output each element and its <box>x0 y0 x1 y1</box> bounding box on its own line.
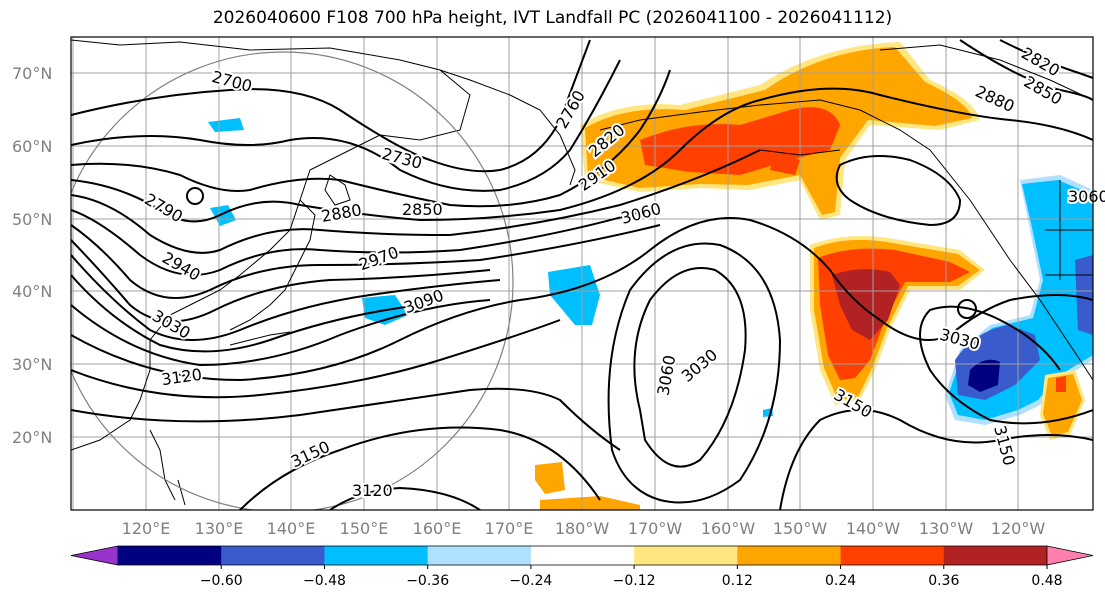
colorbar-ticks: −0.60 −0.48 −0.36 −0.24 −0.12 0.12 0.24 0.36 0.4… <box>200 565 1063 589</box>
colorbar-segment <box>427 546 532 565</box>
lon-label: 130°W <box>919 519 974 538</box>
contour-label: 3060 <box>1068 187 1105 206</box>
lon-label: 120°W <box>991 519 1046 538</box>
lat-label: 60°N <box>12 137 52 156</box>
lon-label: 160°W <box>701 519 756 538</box>
lon-label: 150°W <box>773 519 828 538</box>
colorbar-tick-label: 0.36 <box>928 573 959 589</box>
lat-label: 50°N <box>12 210 52 229</box>
lon-label: 120°E <box>122 519 171 538</box>
ivt-negative-blob1 <box>548 265 600 325</box>
colorbar-segment <box>118 546 222 565</box>
longitude-labels: 120°E 130°E 140°E 150°E 160°E 170°E 180°… <box>122 519 1046 538</box>
graticule <box>71 37 1093 510</box>
lon-label: 140°E <box>267 519 316 538</box>
colorbar-extend-low <box>70 545 119 566</box>
colorbar-tick-label: −0.12 <box>613 573 656 589</box>
colorbar <box>70 545 1094 566</box>
coastlines <box>71 39 1093 506</box>
lat-label: 40°N <box>12 282 52 301</box>
colorbar-tick-label: −0.48 <box>303 573 346 589</box>
lat-label: 30°N <box>12 355 52 374</box>
colorbar-tick-label: 0.12 <box>722 573 753 589</box>
lon-label: 180°W <box>555 519 610 538</box>
map-frame <box>70 36 1094 511</box>
colorbar-extend-high <box>1046 545 1094 566</box>
contour-label: 3120 <box>352 481 393 500</box>
colorbar-segment <box>530 546 635 565</box>
lon-label: 130°E <box>195 519 244 538</box>
colorbar-tick-label: −0.36 <box>406 573 449 589</box>
map-title: 2026040600 F108 700 hPa height, IVT Land… <box>212 8 893 28</box>
colorbar-segment <box>737 546 842 565</box>
latitude-labels: 70°N 60°N 50°N 40°N 30°N 20°N <box>12 64 52 447</box>
lon-label: 170°E <box>485 519 534 538</box>
contour-label: 2850 <box>402 200 443 219</box>
colorbar-segment <box>221 546 325 565</box>
colorbar-tick-label: −0.24 <box>509 573 552 589</box>
lat-label: 70°N <box>12 64 52 83</box>
height-contours <box>71 39 1093 510</box>
colorbar-tick-label: 0.24 <box>825 573 856 589</box>
lon-label: 170°W <box>628 519 683 538</box>
lon-label: 150°E <box>340 519 389 538</box>
colorbar-segment <box>634 546 738 565</box>
lon-label: 140°W <box>846 519 901 538</box>
colorbar-segment <box>324 546 429 565</box>
colorbar-segment <box>943 546 1048 565</box>
colorbar-tick-label: −0.60 <box>200 573 243 589</box>
range-circle <box>71 51 514 510</box>
colorbar-tick-label: 0.48 <box>1031 573 1062 589</box>
lon-label: 160°E <box>413 519 462 538</box>
lat-label: 20°N <box>12 428 52 447</box>
colorbar-segment <box>840 546 945 565</box>
